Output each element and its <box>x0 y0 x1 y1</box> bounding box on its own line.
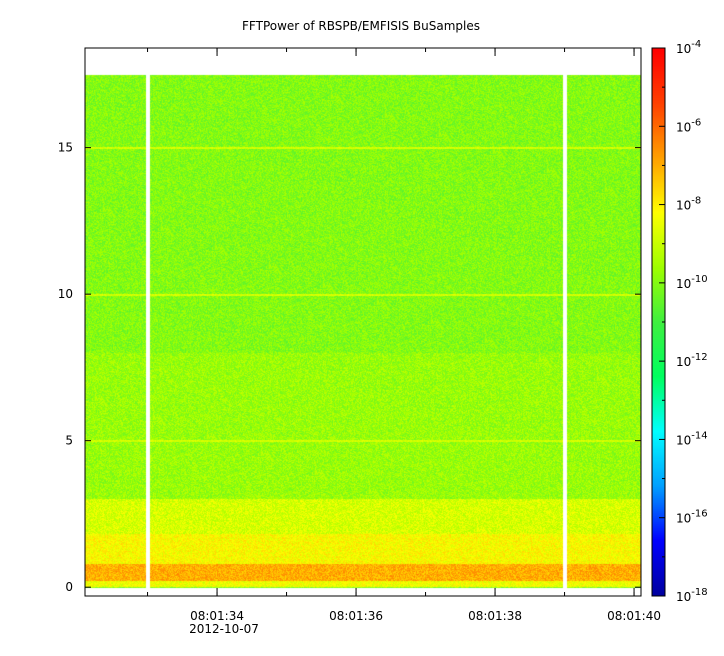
colorbar-tick-label: 10-4 <box>676 39 701 56</box>
colorbar-tick-exponent: -8 <box>691 196 701 207</box>
colorbar-tick-exponent: -6 <box>691 117 701 128</box>
colorbar-tick-base: 10 <box>676 590 691 604</box>
colorbar-tick-label: 10-16 <box>676 509 708 526</box>
colorbar-tick-base: 10 <box>676 120 691 134</box>
colorbar-tick-exponent: -12 <box>691 352 707 363</box>
x-tick-label: 08:01:40 <box>607 609 661 623</box>
x-tick-label: 08:01:34 <box>190 609 244 623</box>
colorbar-tick-label: 10-18 <box>676 587 708 604</box>
colorbar-tick-base: 10 <box>676 512 691 526</box>
x-axis: 08:01:34 08:01:36 08:01:38 08:01:40 <box>147 48 661 623</box>
colorbar-tick-label: 10-6 <box>676 117 701 134</box>
y-tick-label: 15 <box>58 141 73 155</box>
x-date-label: 2012-10-07 <box>189 622 259 636</box>
colorbar-tick-exponent: -14 <box>691 430 707 441</box>
x-tick-label: 08:01:36 <box>329 609 383 623</box>
y-tick-label: 0 <box>65 580 73 594</box>
spectrogram-image <box>85 48 641 596</box>
y-tick-label: 10 <box>58 287 73 301</box>
colorbar-tick-base: 10 <box>676 42 691 56</box>
colorbar-tick-label: 10-14 <box>676 430 708 447</box>
colorbar-tick-label: 10-8 <box>676 196 701 213</box>
x-tick-label: 08:01:38 <box>468 609 522 623</box>
y-axis: 0 5 10 15 <box>58 141 641 594</box>
colorbar-tick-base: 10 <box>676 199 691 213</box>
chart-title: FFTPower of RBSPB/EMFISIS BuSamples <box>242 19 480 33</box>
y-tick-label: 5 <box>65 434 73 448</box>
plot-frame <box>84 47 642 597</box>
colorbar-gradient <box>652 48 665 596</box>
plot-area <box>84 47 642 597</box>
colorbar-tick-label: 10-12 <box>676 352 708 369</box>
colorbar-tick-exponent: -18 <box>691 587 707 598</box>
colorbar-tick-exponent: -16 <box>691 509 707 520</box>
colorbar-tick-base: 10 <box>676 433 691 447</box>
colorbar-tick-exponent: -4 <box>691 39 701 50</box>
colorbar-tick-label: 10-10 <box>676 274 708 291</box>
colorbar-tick-exponent: -10 <box>691 274 707 285</box>
colorbar-tick-base: 10 <box>676 277 691 291</box>
colorbar-tick-base: 10 <box>676 355 691 369</box>
